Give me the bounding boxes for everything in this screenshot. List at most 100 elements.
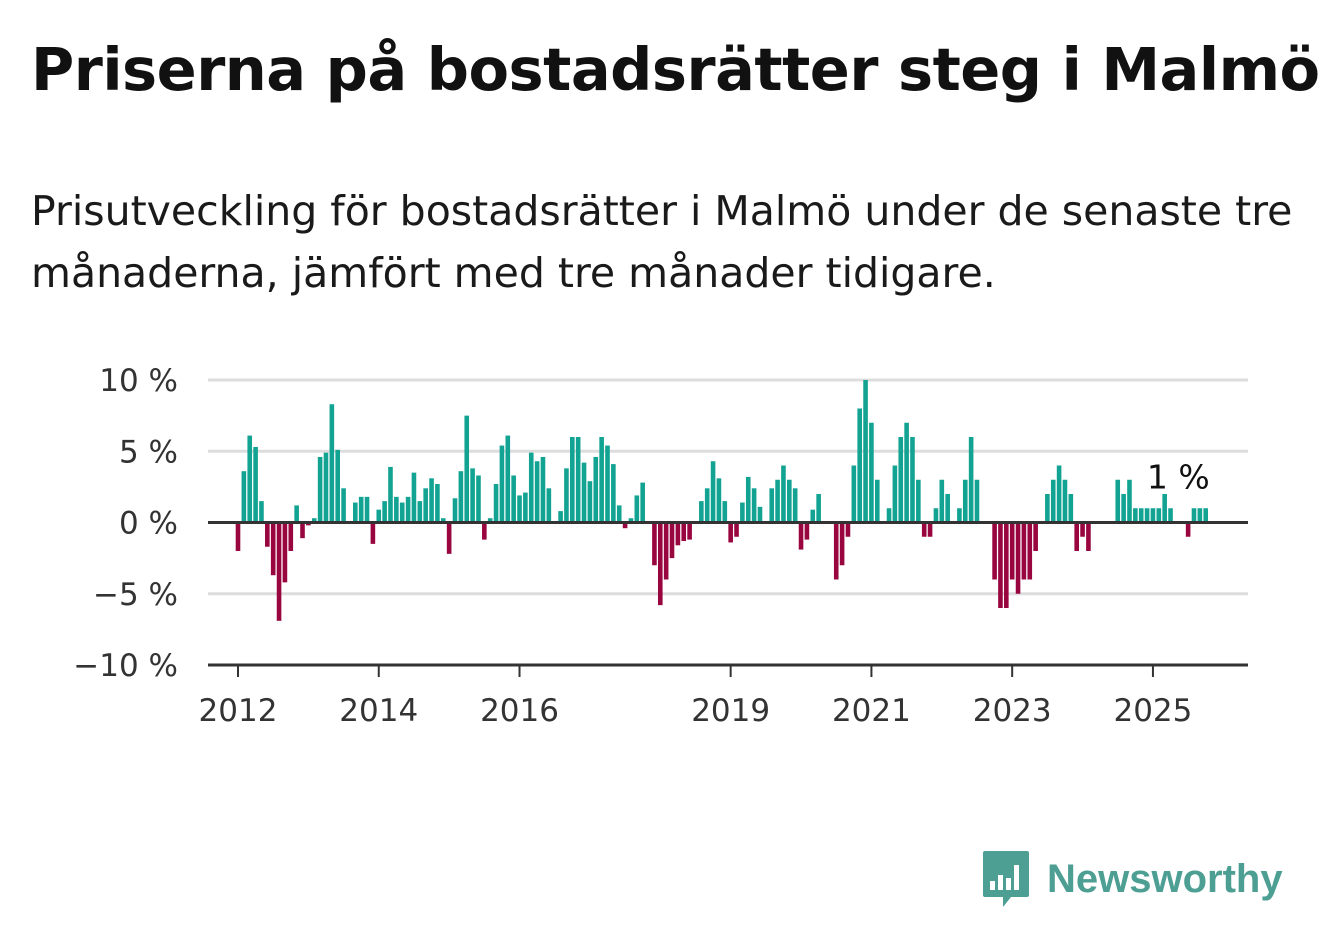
bar xyxy=(992,522,997,580)
bar xyxy=(329,404,335,523)
bar xyxy=(1021,522,1027,580)
bar xyxy=(921,522,927,537)
bar xyxy=(300,522,305,539)
bar xyxy=(335,449,340,523)
x-tick-label: 2014 xyxy=(339,693,418,729)
bar xyxy=(1045,494,1050,523)
tick-labels: 10 % 5 % 0 % −5 % −10 % 2012 2014 2016 2019 2021 2… xyxy=(73,363,1209,729)
bar xyxy=(487,518,493,523)
bar xyxy=(910,437,915,523)
x-tick-label: 2012 xyxy=(199,693,278,729)
bar xyxy=(605,445,610,523)
bar xyxy=(1150,508,1156,523)
bar xyxy=(798,522,804,550)
bar xyxy=(394,496,399,523)
bar xyxy=(968,437,974,523)
bar xyxy=(534,461,540,523)
bar xyxy=(253,446,258,523)
bar xyxy=(1138,508,1144,523)
bar xyxy=(364,496,370,523)
bar xyxy=(1133,508,1138,523)
bar xyxy=(493,484,499,523)
bar xyxy=(699,501,704,523)
y-tick-label: 10 % xyxy=(99,363,178,399)
axes xyxy=(208,521,1248,677)
bar xyxy=(869,422,874,523)
bar xyxy=(317,456,323,523)
bar xyxy=(1009,522,1015,580)
bar xyxy=(839,522,845,566)
bar xyxy=(745,476,751,523)
bar xyxy=(874,479,880,523)
bar xyxy=(634,495,640,523)
bar xyxy=(845,522,851,537)
bar xyxy=(863,380,868,523)
bar xyxy=(464,415,470,523)
x-tick-label: 2021 xyxy=(832,693,911,729)
bar xyxy=(998,522,1003,608)
bar xyxy=(546,488,552,523)
bar xyxy=(1068,494,1074,523)
bar xyxy=(916,479,921,523)
bar xyxy=(593,456,599,523)
bar-series xyxy=(235,380,1209,621)
bar xyxy=(323,452,329,523)
bar xyxy=(611,464,616,523)
bar xyxy=(927,522,933,537)
bar xyxy=(558,511,563,523)
bar xyxy=(851,465,857,523)
bar xyxy=(1062,479,1068,523)
bar xyxy=(892,465,898,523)
bar-chart: 10 % 5 % 0 % −5 % −10 % 2012 2014 2016 2019 2021 2… xyxy=(73,363,1248,729)
bar xyxy=(482,522,487,540)
bar xyxy=(517,495,522,523)
bar xyxy=(1121,494,1126,523)
bar xyxy=(710,461,716,523)
bar xyxy=(1080,522,1085,537)
bar xyxy=(353,502,358,523)
bar xyxy=(728,522,733,543)
bar xyxy=(282,522,288,583)
bar xyxy=(1203,508,1209,523)
bar xyxy=(640,482,645,523)
bar xyxy=(616,505,622,523)
bar xyxy=(740,502,745,523)
x-tick-label: 2025 xyxy=(1113,693,1192,729)
x-tick-label: 2019 xyxy=(691,693,770,729)
bar xyxy=(587,481,593,523)
bar xyxy=(476,475,481,523)
bar xyxy=(511,475,516,523)
bar xyxy=(945,494,950,523)
bar xyxy=(1015,522,1021,594)
bar xyxy=(446,522,452,554)
bar xyxy=(423,488,428,523)
bar xyxy=(939,479,945,523)
bar xyxy=(962,479,968,523)
bar xyxy=(570,437,575,523)
bar xyxy=(722,501,728,523)
bar xyxy=(235,522,241,551)
newsworthy-logo[interactable]: Newsworthy xyxy=(981,848,1283,910)
bar xyxy=(904,422,909,523)
bar xyxy=(1197,508,1203,523)
bar xyxy=(687,522,692,540)
y-tick-label: 5 % xyxy=(119,434,178,470)
bar xyxy=(810,509,816,523)
bar xyxy=(247,435,253,523)
bar xyxy=(399,502,405,523)
bar xyxy=(1185,522,1191,537)
bar xyxy=(652,522,657,566)
bar xyxy=(540,456,546,523)
bar xyxy=(376,509,382,523)
y-tick-label: −10 % xyxy=(73,648,178,684)
bar xyxy=(581,462,587,523)
bar xyxy=(769,488,775,523)
bar xyxy=(816,494,821,523)
bar xyxy=(1086,522,1091,551)
bar xyxy=(957,508,962,523)
bar xyxy=(499,445,505,523)
bar xyxy=(1027,522,1033,580)
bar xyxy=(405,496,411,523)
latest-value-annotation: 1 % xyxy=(1147,458,1210,497)
bar xyxy=(1056,465,1062,523)
